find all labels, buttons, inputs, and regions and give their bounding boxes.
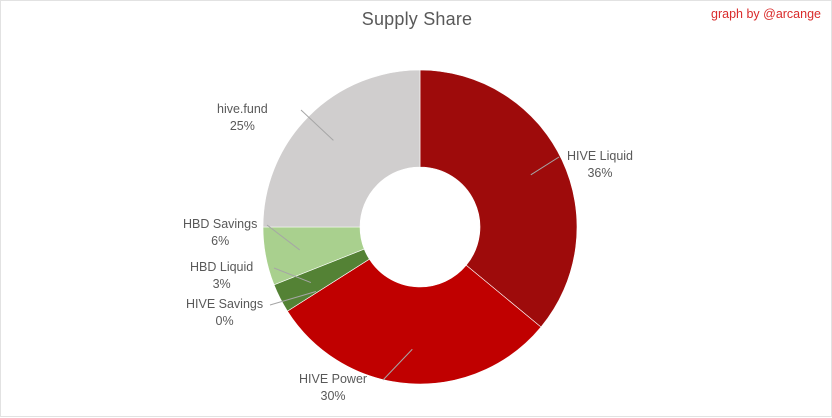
slice-label-name: HBD Liquid <box>190 260 254 274</box>
donut-slice <box>262 69 421 228</box>
slice-label-percent: 25% <box>229 118 255 133</box>
leader-lines <box>266 109 560 381</box>
slice-label: hive.fund 25% <box>217 101 268 134</box>
leader-line <box>530 156 560 176</box>
leader-line <box>269 291 317 306</box>
slice-label-percent: 0% <box>215 313 234 328</box>
slice-label-name: HIVE Power <box>299 372 368 386</box>
donut-slice <box>419 69 578 328</box>
donut-slices <box>262 69 578 385</box>
slice-label-percent: 3% <box>212 276 231 291</box>
slice-label-name: HIVE Liquid <box>567 149 634 163</box>
slice-label: HIVE Savings 0% <box>186 296 263 329</box>
slice-label-percent: 6% <box>211 233 230 248</box>
page-title: Supply Share <box>361 9 473 29</box>
slice-label: HBD Liquid 3% <box>190 259 253 292</box>
slice-label-name: HBD Savings <box>183 217 258 231</box>
slice-label: HIVE Power 30% <box>299 371 367 404</box>
watermark-credit: graph by @arcange <box>711 7 821 21</box>
slice-label: HBD Savings 6% <box>183 216 257 249</box>
leader-line <box>266 224 301 251</box>
leader-line <box>273 267 312 284</box>
leader-line <box>382 348 413 381</box>
slice-label-percent: 36% <box>587 165 613 180</box>
slice-label-name: hive.fund <box>217 102 268 116</box>
slice-label: HIVE Liquid 36% <box>567 148 633 181</box>
donut-slice <box>287 258 542 385</box>
leader-line <box>300 109 334 141</box>
slice-label-name: HIVE Savings <box>186 297 264 311</box>
slice-label-percent: 30% <box>320 388 346 403</box>
